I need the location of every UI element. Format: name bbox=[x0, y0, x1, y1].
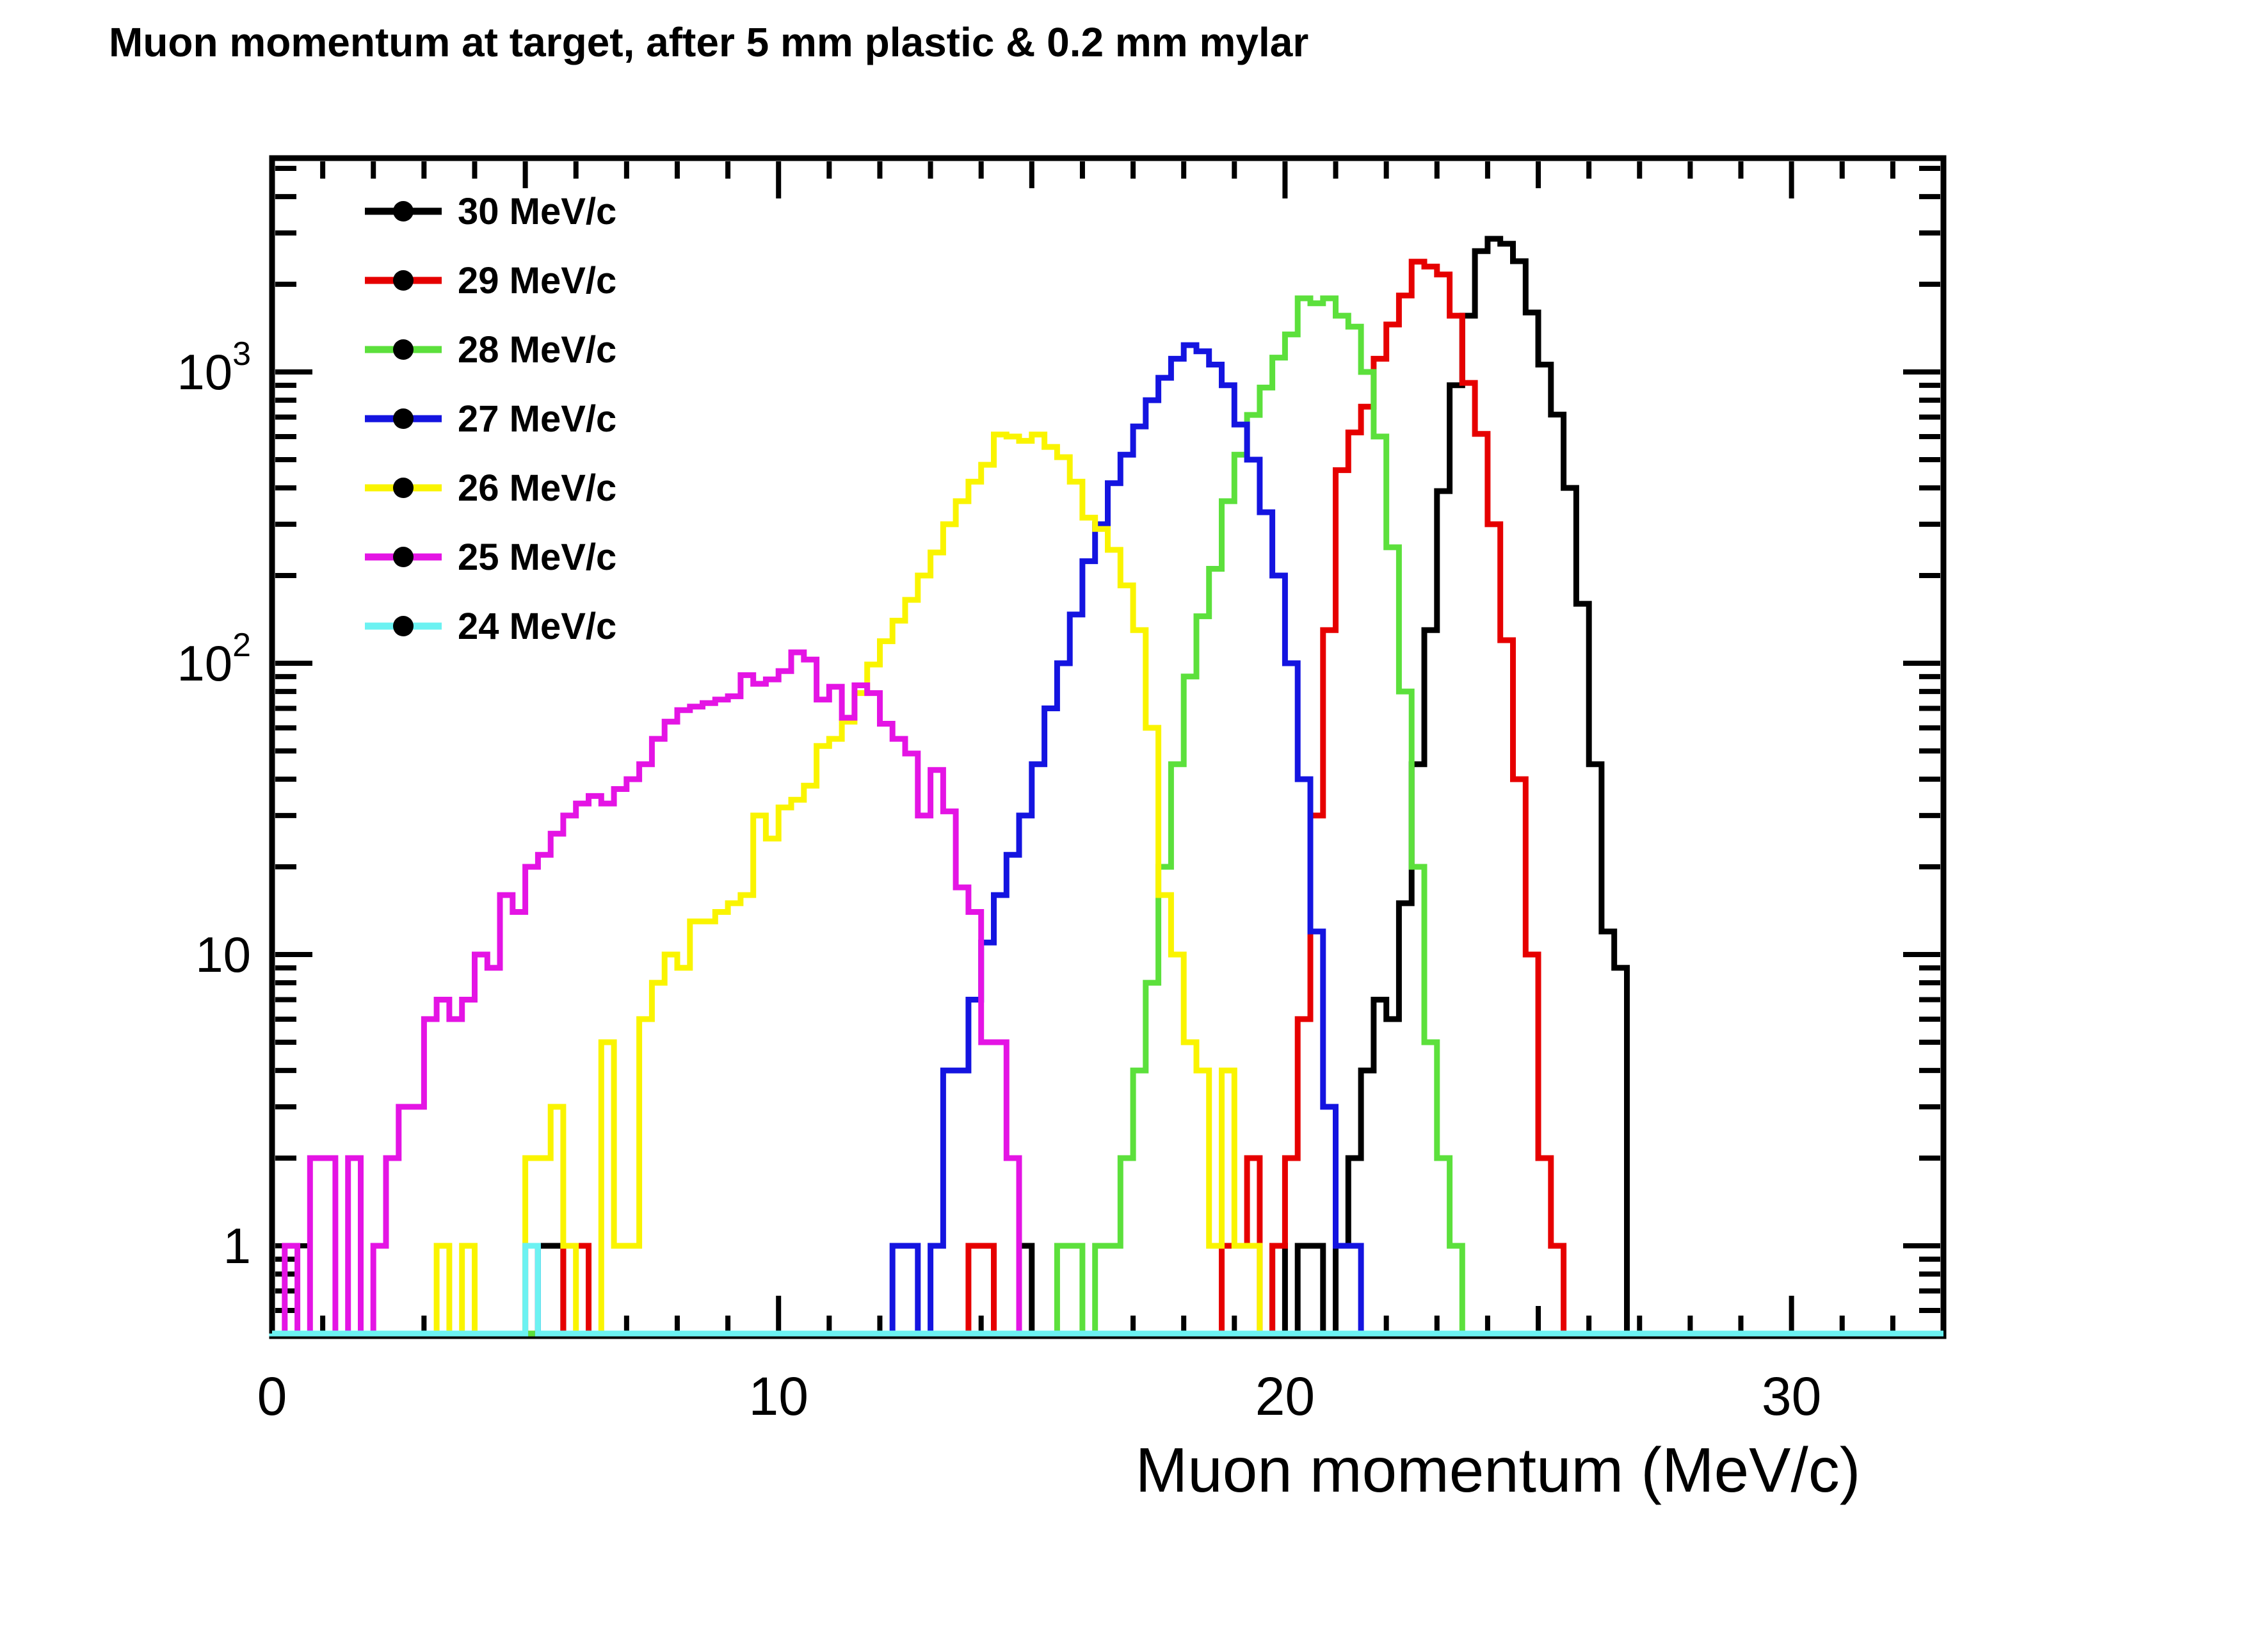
x-tick-label: 30 bbox=[1762, 1366, 1821, 1426]
x-axis-title: Muon momentum (MeV/c) bbox=[1136, 1435, 1861, 1505]
y-tick-label: 103 bbox=[177, 335, 251, 400]
legend-label: 24 MeV/c bbox=[458, 606, 616, 647]
legend-label: 26 MeV/c bbox=[458, 467, 616, 509]
y-tick-label: 10 bbox=[195, 926, 251, 983]
x-tick-label: 10 bbox=[748, 1366, 808, 1426]
legend-marker-icon bbox=[393, 408, 414, 429]
legend-label: 29 MeV/c bbox=[458, 260, 616, 302]
legend-item-26: 26 MeV/c bbox=[365, 467, 616, 509]
legend-item-29: 29 MeV/c bbox=[365, 260, 616, 302]
x-tick-label: 20 bbox=[1255, 1366, 1315, 1426]
legend-label: 27 MeV/c bbox=[458, 398, 616, 440]
legend-marker-icon bbox=[393, 339, 414, 360]
legend-label: 28 MeV/c bbox=[458, 329, 616, 371]
axis-labels: 0 10 20 30 1 10 102 103 bbox=[177, 335, 1821, 1426]
legend-item-27: 27 MeV/c bbox=[365, 398, 616, 440]
legend: 30 MeV/c 29 MeV/c 28 MeV/c 27 MeV/c 26 M bbox=[365, 191, 616, 647]
legend-label: 25 MeV/c bbox=[458, 536, 616, 578]
axis-ticks bbox=[269, 161, 1946, 1336]
legend-marker-icon bbox=[393, 616, 414, 636]
legend-marker-icon bbox=[393, 201, 414, 222]
legend-item-28: 28 MeV/c bbox=[365, 329, 616, 371]
legend-item-24: 24 MeV/c bbox=[365, 606, 616, 647]
legend-marker-icon bbox=[393, 478, 414, 498]
y-tick-label: 1 bbox=[223, 1218, 251, 1274]
histogram-curves bbox=[269, 236, 1943, 1337]
y-tick-label: 102 bbox=[177, 627, 251, 691]
legend-item-25: 25 MeV/c bbox=[365, 536, 616, 578]
x-tick-label: 0 bbox=[257, 1366, 287, 1426]
legend-marker-icon bbox=[393, 547, 414, 567]
chart-title: Muon momentum at target, after 5 mm plas… bbox=[109, 19, 1308, 65]
legend-marker-icon bbox=[393, 270, 414, 291]
series-24 bbox=[269, 1243, 1943, 1337]
legend-item-30: 30 MeV/c bbox=[365, 191, 616, 232]
legend-label: 30 MeV/c bbox=[458, 191, 616, 232]
